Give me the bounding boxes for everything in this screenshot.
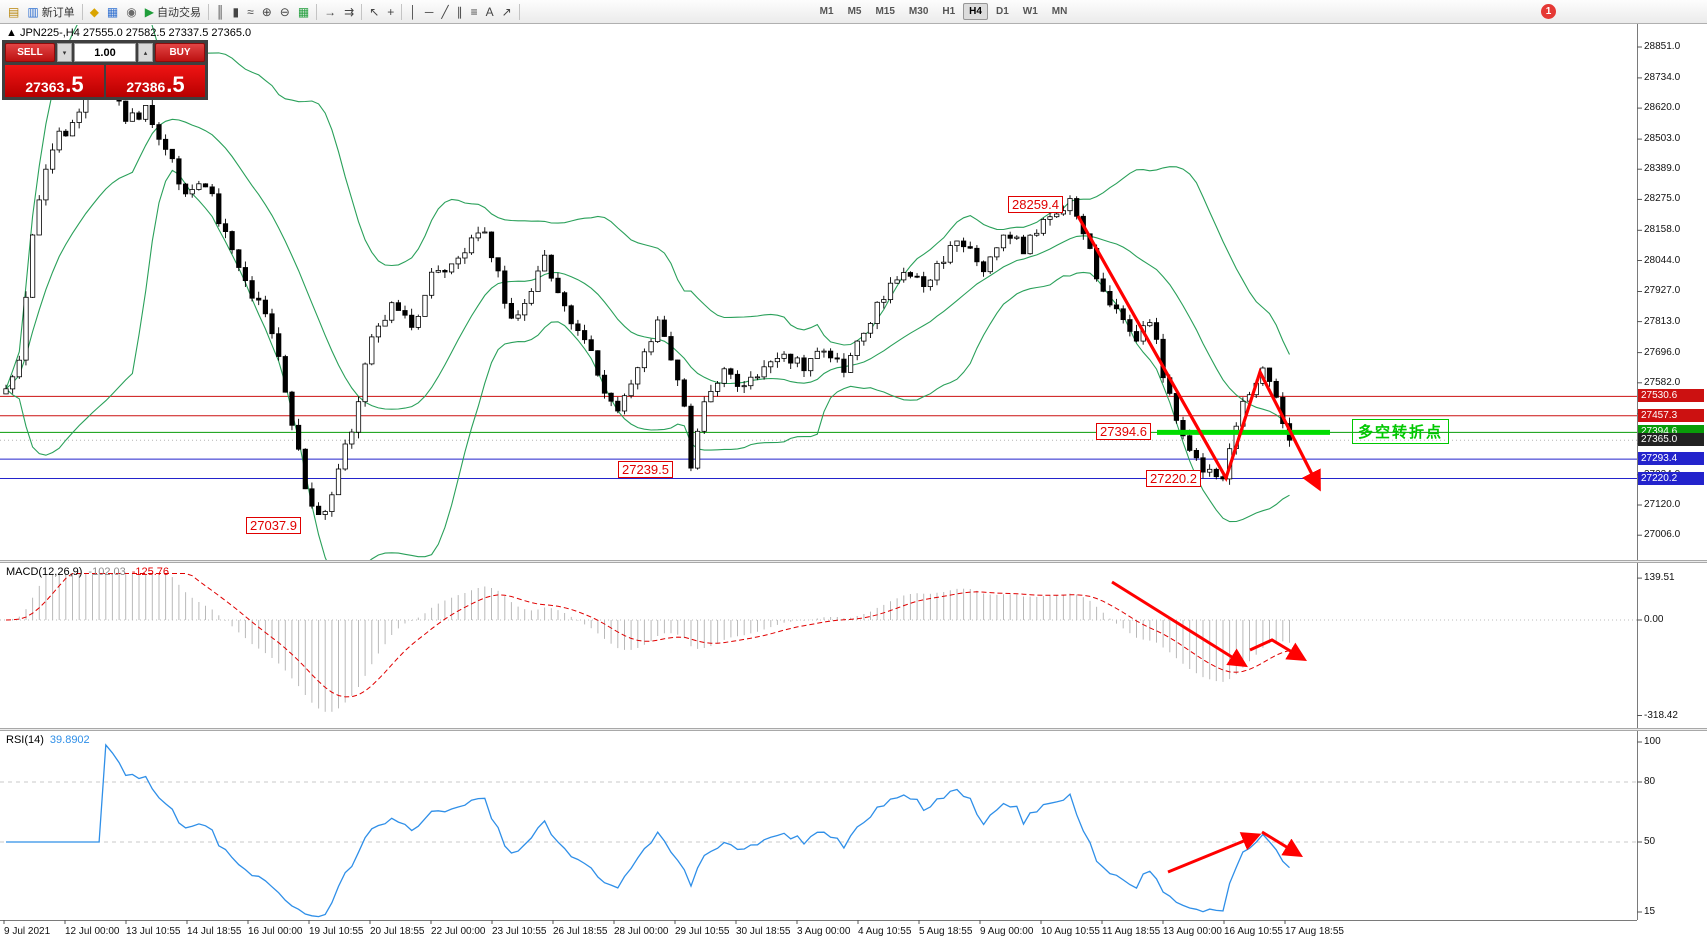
volume-decrease-button[interactable]: ▾ — [57, 43, 72, 62]
horizontal-line-button[interactable]: ─ — [421, 2, 438, 22]
main-chart-canvas[interactable] — [0, 24, 1637, 560]
new-order-button[interactable]: ▥ 新订单 — [23, 2, 78, 22]
panel-separator[interactable] — [0, 560, 1707, 563]
one-click-trade-panel: SELL ▾ ▴ BUY 27363 .5 27386 .5 — [2, 40, 208, 100]
tile-windows-button[interactable]: ▦ — [294, 2, 313, 22]
zoom-in-icon: ⊕ — [261, 4, 272, 19]
line-chart-button[interactable]: ≈ — [243, 2, 258, 22]
panel-separator[interactable] — [0, 728, 1707, 731]
sell-price-display[interactable]: 27363 .5 — [5, 65, 104, 97]
timeframe-w1[interactable]: W1 — [1022, 6, 1038, 17]
navigator-icon-icon: ◆ — [89, 4, 99, 19]
text-button[interactable]: A — [482, 2, 498, 22]
toolbar: ▤ ▥ 新订单 ◆ ▦ ◉ ▶ 自动交易 ║ ▮ ≈ ⊕ ⊖ ▦ → ⇉ ↖ + │ ─ ╱ ∥ ≡ A ↗ M1 M5 M15 M30… — [0, 0, 1707, 24]
chart-window-icon[interactable]: ▤ — [4, 2, 23, 22]
zoom-out-icon: ⊖ — [279, 4, 290, 19]
timeframe-m30[interactable]: M30 — [908, 6, 929, 17]
line-chart-icon: ≈ — [247, 4, 254, 19]
buy-button[interactable]: BUY — [155, 43, 205, 62]
market-watch-icon[interactable]: ▦ — [103, 2, 122, 22]
timeframe-d1[interactable]: D1 — [995, 6, 1009, 17]
notification-badge[interactable]: 1 — [1541, 4, 1556, 19]
cursor-icon: ↖ — [369, 4, 380, 19]
crosshair-button[interactable]: + — [383, 2, 398, 22]
zoom-out-button[interactable]: ⊖ — [276, 2, 294, 22]
sell-price-int: 27363 — [25, 78, 65, 95]
auto-scroll-button[interactable]: → — [320, 2, 340, 22]
channel-icon: ∥ — [456, 4, 463, 19]
fibonacci-icon: ≡ — [470, 4, 478, 19]
timeframe-m5[interactable]: M5 — [847, 6, 862, 17]
buy-price-dec: .5 — [166, 72, 185, 98]
timeframe-h1[interactable]: H1 — [942, 6, 956, 17]
arrows-icon: ↗ — [501, 4, 512, 19]
auto-scroll-icon: → — [324, 4, 337, 19]
toolbar-separator — [401, 3, 403, 20]
rsi-panel-canvas[interactable] — [0, 731, 1637, 920]
chart-shift-button[interactable]: ⇉ — [340, 2, 358, 22]
bar-chart-button[interactable]: ║ — [212, 2, 229, 22]
toolbar-gap — [523, 11, 813, 12]
autotrade-button-label: 自动交易 — [156, 6, 201, 19]
candle-chart-button[interactable]: ▮ — [229, 2, 244, 22]
sell-button[interactable]: SELL — [5, 43, 55, 62]
autotrade-icon: ▶ — [144, 4, 154, 19]
cursor-button[interactable]: ↖ — [365, 2, 383, 22]
channel-button[interactable]: ∥ — [453, 2, 467, 22]
bar-chart-icon: ║ — [215, 4, 225, 19]
volume-increase-button[interactable]: ▴ — [138, 43, 153, 62]
vertical-line-icon: │ — [409, 4, 417, 19]
text-icon: A — [485, 4, 494, 19]
sell-price-dec: .5 — [65, 72, 84, 98]
voice-alert-icon-icon: ◉ — [126, 4, 137, 19]
volume-input[interactable] — [74, 43, 136, 62]
autotrade-button[interactable]: ▶ 自动交易 — [141, 2, 205, 22]
toolbar-separator — [518, 3, 520, 20]
fibonacci-button[interactable]: ≡ — [467, 2, 482, 22]
timeframe-mn[interactable]: MN — [1051, 6, 1068, 17]
vertical-line-button[interactable]: │ — [405, 2, 421, 22]
price-axis[interactable] — [1637, 24, 1707, 920]
chart-window-icon-icon: ▤ — [8, 4, 20, 19]
buy-price-int: 27386 — [126, 78, 166, 95]
horizontal-line-icon: ─ — [424, 4, 434, 19]
macd-panel-canvas[interactable] — [0, 563, 1637, 728]
timeframe-h4[interactable]: H4 — [963, 3, 988, 20]
toolbar-separator — [207, 3, 209, 20]
toolbar-separator — [361, 3, 363, 20]
toolbar-separator — [81, 3, 83, 20]
candle-chart-icon: ▮ — [232, 4, 240, 19]
buy-price-display[interactable]: 27386 .5 — [106, 65, 205, 97]
timeframe-m1[interactable]: M1 — [819, 6, 834, 17]
new-order-button-label: 新订单 — [41, 6, 75, 19]
timeframe-m15[interactable]: M15 — [875, 6, 895, 17]
toolbar-separator — [316, 3, 318, 20]
navigator-icon[interactable]: ◆ — [86, 2, 103, 22]
zoom-in-button[interactable]: ⊕ — [258, 2, 276, 22]
trendline-icon: ╱ — [441, 4, 449, 19]
trendline-button[interactable]: ╱ — [437, 2, 452, 22]
tile-windows-icon: ▦ — [297, 4, 310, 19]
market-watch-icon-icon: ▦ — [106, 4, 119, 19]
chart-shift-icon: ⇉ — [344, 4, 355, 19]
date-axis[interactable] — [0, 920, 1637, 942]
arrows-button[interactable]: ↗ — [498, 2, 516, 22]
new-order-icon: ▥ — [27, 4, 39, 19]
voice-alert-icon[interactable]: ◉ — [122, 2, 140, 22]
crosshair-icon: + — [387, 4, 395, 19]
